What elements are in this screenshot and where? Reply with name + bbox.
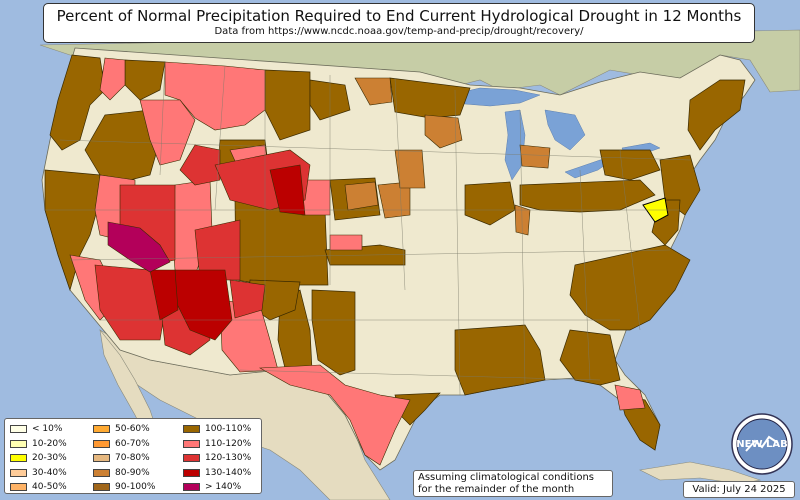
legend-label: < 10% [32,424,63,435]
legend-swatch [183,468,200,477]
legend-label: 120-130% [205,453,252,464]
legend-item: 10-20% [10,437,67,452]
legend-column-2: 50-60% 60-70% 70-80% 80-90% 90-100% [93,422,155,495]
valid-date: Valid: July 24 2025 [683,481,795,498]
legend-swatch [183,439,200,448]
legend-item: 40-50% [10,480,67,495]
legend-item: 70-80% [93,451,155,466]
legend-item: < 10% [10,422,67,437]
logo-text: NEW LAB [736,439,787,450]
legend-item: 80-90% [93,466,155,481]
legend-label: 50-60% [115,424,150,435]
legend-label: 100-110% [205,424,252,435]
legend-label: 60-70% [115,438,150,449]
legend-label: 70-80% [115,453,150,464]
legend-swatch [10,439,27,448]
legend-label: 80-90% [115,467,150,478]
legend-column-3: 100-110% 110-120% 120-130% 130-140% > 140% [183,422,251,495]
title-box: Percent of Normal Precipitation Required… [43,3,755,43]
legend-column-1: < 10% 10-20% 20-30% 30-40% 40-50% [10,422,67,495]
legend-label: 130-140% [205,467,252,478]
legend-label: 30-40% [32,467,67,478]
legend-swatch [93,425,110,434]
state-borders [45,61,691,396]
legend-item: 100-110% [183,422,251,437]
lab-logo-icon: NEW LAB [731,413,793,475]
legend-item: 30-40% [10,466,67,481]
map-title: Percent of Normal Precipitation Required… [56,7,742,25]
map-subtitle: Data from https://www.ncdc.noaa.gov/temp… [214,26,584,37]
legend-label: 90-100% [115,482,156,493]
legend-item: 60-70% [93,437,155,452]
legend-label: 10-20% [32,438,67,449]
legend-swatch [10,468,27,477]
legend-item: 120-130% [183,451,251,466]
legend-swatch [93,468,110,477]
legend-swatch [93,439,110,448]
legend: < 10% 10-20% 20-30% 30-40% 40-50% 50-60% 60-7… [4,418,262,494]
legend-swatch [10,425,27,434]
legend-item: 130-140% [183,466,251,481]
lake-huron [544,109,586,151]
assumption-note: Assuming climatological conditions for t… [413,470,613,497]
legend-label: 40-50% [32,482,67,493]
legend-label: 110-120% [205,438,252,449]
legend-swatch [10,454,27,463]
legend-swatch [93,454,110,463]
legend-item: 50-60% [93,422,155,437]
legend-item: 20-30% [10,451,67,466]
legend-item: 90-100% [93,480,155,495]
regions-130-140 [149,164,306,341]
legend-swatch [183,425,200,434]
regions-120-130 [94,144,311,356]
lake-michigan [504,109,526,181]
legend-swatch [183,483,200,492]
legend-label: 20-30% [32,453,67,464]
legend-swatch [93,483,110,492]
legend-label: > 140% [205,482,242,493]
legend-item: 110-120% [183,437,251,452]
region-over-140 [107,221,171,273]
legend-item: > 140% [183,480,251,495]
legend-swatch [183,454,200,463]
lake-superior [449,87,541,107]
regions-90-100 [344,77,551,236]
legend-swatch [10,483,27,492]
